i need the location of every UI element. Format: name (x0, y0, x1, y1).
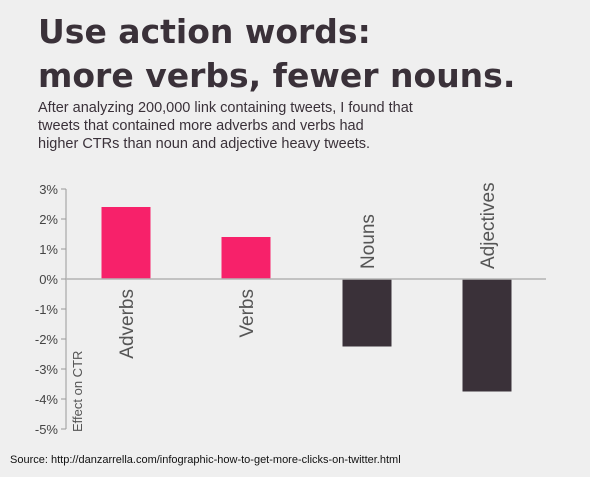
chart-subtitle: After analyzing 200,000 link containing … (38, 99, 578, 153)
bar-adjectives (462, 279, 512, 392)
source-note: Source: http://danzarrella.com/infograph… (10, 454, 401, 466)
category-label-adverbs: Adverbs (117, 289, 138, 359)
y-tick-label: 0% (39, 272, 58, 287)
y-tick-label: 1% (39, 242, 58, 257)
y-tick-label: -1% (35, 302, 59, 317)
chart-title: Use action words: more verbs, fewer noun… (38, 10, 578, 98)
y-tick-label: -2% (35, 332, 59, 347)
y-tick-label: 3% (39, 182, 58, 197)
y-tick-label: -3% (35, 362, 59, 377)
y-tick-label: -5% (35, 422, 59, 437)
category-label-verbs: Verbs (237, 289, 258, 338)
subtitle-line-2: tweets that contained more adverbs and v… (38, 118, 364, 134)
title-line-2: more verbs, fewer nouns. (38, 56, 516, 95)
bar-adverbs (101, 207, 151, 279)
bar-nouns (342, 279, 392, 347)
title-line-1: Use action words: (38, 12, 371, 51)
y-axis-label: Effect on CTR (70, 351, 85, 432)
bar-verbs (221, 237, 271, 279)
subtitle-line-3: higher CTRs than noun and adjective heav… (38, 136, 371, 152)
subtitle-line-1: After analyzing 200,000 link containing … (38, 100, 413, 116)
y-tick-label: 2% (39, 212, 58, 227)
category-label-nouns: Nouns (358, 214, 379, 269)
y-tick-label: -4% (35, 392, 59, 407)
bar-chart: 3% 2% 1% 0% -1% -2% -3% -4% -5% Adverbs Verbs Nouns… (35, 182, 546, 437)
category-label-adjectives: Adjectives (478, 182, 499, 269)
